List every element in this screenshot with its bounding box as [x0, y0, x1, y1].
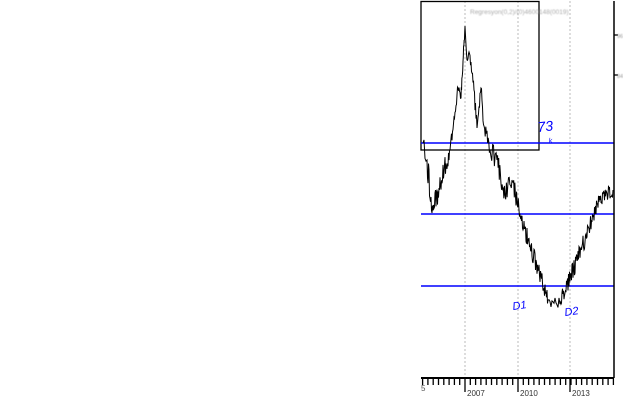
svg-text:2010: 2010 — [520, 389, 538, 398]
svg-text:D1: D1 — [512, 299, 528, 313]
svg-text:2013: 2013 — [572, 389, 590, 398]
svg-text:73: 73 — [537, 117, 554, 135]
svg-text:Regresyon(0,2)/(0)4600148(0019: Regresyon(0,2)/(0)4600148(0019) — [470, 9, 569, 16]
svg-text:D2: D2 — [564, 305, 580, 319]
svg-text:k: k — [548, 138, 553, 145]
svg-text:5: 5 — [421, 384, 426, 393]
svg-text:2007: 2007 — [467, 389, 485, 398]
svg-text:84: 84 — [617, 74, 623, 80]
svg-text:96: 96 — [617, 34, 623, 40]
